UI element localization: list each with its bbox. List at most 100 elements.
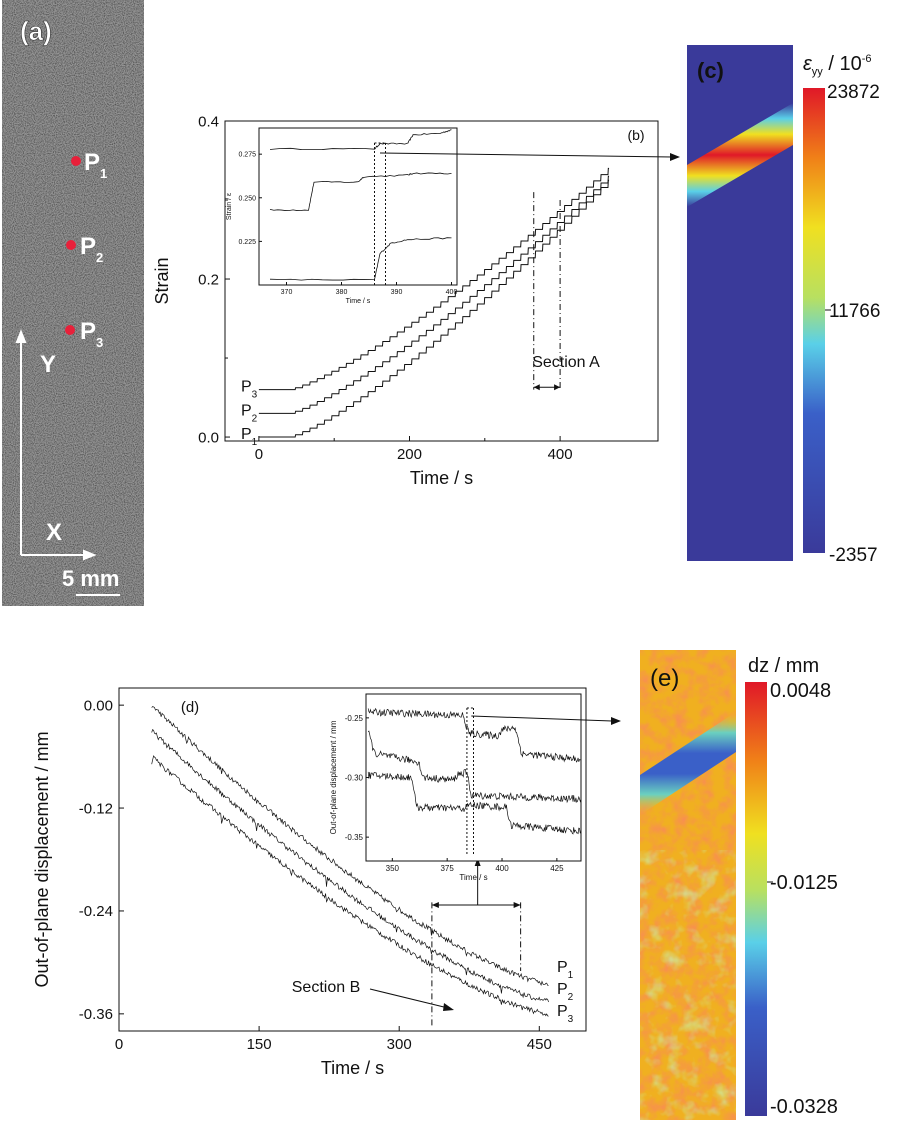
section-b-arrow-left bbox=[431, 901, 439, 908]
strain-y-tick-label: 0.2 bbox=[198, 271, 219, 288]
strain-y-tick-label: 0.4 bbox=[198, 113, 219, 130]
strain-series-1-line bbox=[258, 179, 610, 438]
strain-inset-x-tick-label: 400 bbox=[446, 289, 458, 296]
displacement-series-2-label: P2 bbox=[557, 981, 574, 1003]
strain-series-2-line bbox=[258, 175, 610, 414]
dz-colorbar bbox=[745, 682, 767, 1116]
strain-series-3-line bbox=[258, 167, 610, 391]
point-p3-marker bbox=[65, 325, 75, 335]
displacement-inset-x-tick-label: 425 bbox=[550, 864, 564, 873]
speckle-image-panel bbox=[2, 0, 144, 606]
displacement-panel-label: (d) bbox=[181, 699, 199, 716]
scale-bar-label: 5 mm bbox=[62, 566, 119, 591]
strain-colorbar-max: 23872 bbox=[827, 82, 880, 103]
displacement-inset-pointer bbox=[471, 715, 613, 722]
dz-colorbar-min: -0.0328 bbox=[770, 1096, 838, 1118]
strain-plot-frame bbox=[224, 120, 659, 442]
displacement-inset-y-tick-label: -0.25 bbox=[345, 714, 364, 723]
strain-x-tick-label: 200 bbox=[397, 446, 422, 463]
strain-colorbar-min: -2357 bbox=[829, 545, 878, 566]
point-p2-marker bbox=[66, 240, 76, 250]
section-b-link-arrow bbox=[474, 858, 481, 866]
displacement-series-3-line bbox=[151, 755, 549, 1017]
panel-a-label: (a) bbox=[20, 16, 52, 46]
section-a-label: Section A bbox=[532, 354, 600, 371]
displacement-y-tick-label: -0.24 bbox=[79, 903, 113, 920]
displacement-chart: 0 150 300 450 0.00 -0.12 -0.24 -0.36 Time / s Out… bbox=[32, 687, 621, 1078]
strain-inset-pointer bbox=[379, 152, 673, 158]
displacement-map-panel bbox=[640, 650, 736, 1120]
displacement-series-1-label: P1 bbox=[557, 959, 574, 981]
strain-inset-x-tick-label: 370 bbox=[281, 289, 293, 296]
strain-x-tick-label: 0 bbox=[255, 446, 263, 463]
displacement-y-tick-label: 0.00 bbox=[84, 697, 113, 714]
y-axis-letter: Y bbox=[40, 351, 56, 378]
speckle-texture bbox=[2, 0, 144, 606]
speckle-highlight bbox=[2, 0, 144, 606]
x-axis-letter: X bbox=[46, 519, 62, 546]
displacement-inset-pointer-arrow bbox=[611, 717, 621, 725]
strain-series-2-label: P2 bbox=[241, 402, 258, 424]
displacement-x-tick-label: 300 bbox=[387, 1036, 412, 1053]
strain-colorbar-title: εyy / 10-6 bbox=[803, 53, 872, 78]
displacement-x-tick-label: 0 bbox=[115, 1036, 123, 1053]
strain-colorbar bbox=[803, 88, 825, 553]
displacement-inset-line-3 bbox=[367, 771, 582, 835]
strain-inset-line-2 bbox=[269, 172, 452, 211]
strain-inset-y-tick-label: 0.250 bbox=[238, 195, 256, 202]
displacement-inset-x-tick-label: 350 bbox=[386, 864, 400, 873]
strain-panel-label: (b) bbox=[627, 127, 644, 143]
displacement-series-1-line bbox=[151, 706, 549, 986]
displacement-y-tick-label: -0.36 bbox=[79, 1006, 113, 1023]
displacement-y-tick-label: -0.12 bbox=[79, 800, 113, 817]
section-b-pointer bbox=[369, 988, 449, 1009]
displacement-series-3-label: P3 bbox=[557, 1003, 574, 1025]
displacement-inset-y-tick-label: -0.30 bbox=[345, 774, 364, 783]
displacement-inset-x-axis-label: Time / s bbox=[459, 873, 487, 882]
strain-inset-x-axis-label: Time / s bbox=[346, 298, 371, 305]
strain-inset-line-1 bbox=[269, 129, 452, 151]
displacement-inset-line-2 bbox=[367, 730, 582, 804]
panel-c-label: (c) bbox=[697, 58, 724, 83]
displacement-inset-x-tick-label: 400 bbox=[495, 864, 509, 873]
displacement-x-tick-label: 150 bbox=[247, 1036, 272, 1053]
displacement-x-tick-label: 450 bbox=[527, 1036, 552, 1053]
strain-inset-pointer-arrow bbox=[670, 153, 680, 161]
strain-inset-x-tick-label: 380 bbox=[336, 289, 348, 296]
section-b-arrow-right bbox=[513, 901, 521, 908]
displacement-series-2-line bbox=[151, 729, 549, 1003]
strain-y-tick-label: 0.0 bbox=[198, 429, 219, 446]
x-arrowhead bbox=[83, 549, 97, 561]
displacement-inset-x-tick-label: 375 bbox=[440, 864, 454, 873]
strain-y-axis-label: Strain bbox=[152, 257, 172, 304]
section-b-label: Section B bbox=[292, 979, 360, 996]
section-a-arrow-left bbox=[533, 384, 540, 391]
displacement-plot-frame bbox=[118, 687, 587, 1032]
strain-series-1-label: P1 bbox=[241, 426, 258, 448]
strain-colorbar-mid: 11766 bbox=[829, 301, 880, 322]
dz-map-mottle-lower bbox=[640, 850, 736, 1120]
strain-map-panel bbox=[687, 45, 793, 561]
point-markers: P1 P2 P3 bbox=[65, 149, 107, 350]
panel-e-label: (e) bbox=[650, 665, 679, 692]
point-p3-label: P3 bbox=[80, 318, 103, 350]
section-a-arrow-right bbox=[554, 384, 561, 391]
strain-inset-x-tick-label: 390 bbox=[391, 289, 403, 296]
displacement-inset-y-axis-label: Out-of-plane displacement / mm bbox=[329, 720, 338, 834]
axis-indicator bbox=[15, 329, 97, 561]
y-arrowhead bbox=[15, 329, 27, 343]
point-p1-marker bbox=[71, 156, 81, 166]
displacement-y-axis-label: Out-of-plane displacement / mm bbox=[32, 731, 52, 987]
displacement-inset-line-1 bbox=[367, 707, 582, 763]
strain-x-tick-label: 400 bbox=[548, 446, 573, 463]
strain-series-3-label: P3 bbox=[241, 379, 258, 401]
section-b-pointer-arrow bbox=[443, 1003, 454, 1011]
dz-colorbar-title: dz / mm bbox=[748, 655, 819, 677]
strain-x-axis-label: Time / s bbox=[410, 468, 473, 488]
dz-band bbox=[640, 712, 736, 815]
dz-colorbar-max: 0.0048 bbox=[770, 680, 831, 702]
point-p2-label: P2 bbox=[80, 233, 103, 265]
strain-inset-y-axis-label: Strain / ε bbox=[226, 193, 233, 220]
